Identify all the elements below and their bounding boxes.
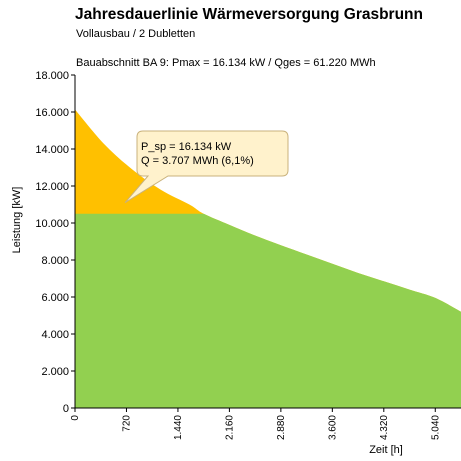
annotation-line-peak: P_sp = 16.134 kW (141, 141, 232, 153)
x-tick-label: 0 (70, 415, 81, 421)
y-tick-label: 16.000 (35, 107, 69, 119)
y-axis-label: Leistung [kW] (11, 187, 23, 254)
y-tick-label: 18.000 (35, 70, 69, 82)
x-tick-label: 4.320 (379, 415, 390, 440)
y-tick-label: 14.000 (35, 144, 69, 156)
x-tick-label: 720 (121, 415, 132, 432)
x-axis-ticks: 0 720 1.440 2.160 2.880 3.600 4.320 5.040 (70, 408, 441, 440)
annotation-line-energy: Q = 3.707 MWh (6,1%) (141, 155, 254, 167)
x-tick-label: 3.600 (327, 415, 338, 440)
base-load-area (75, 213, 461, 408)
x-tick-label: 2.880 (276, 415, 287, 440)
x-tick-label: 5.040 (430, 415, 441, 440)
chart-subtitle: Vollausbau / 2 Dubletten (76, 28, 196, 40)
x-axis-label: Zeit [h] (369, 444, 403, 456)
y-tick-label: 4.000 (41, 329, 69, 341)
x-tick-label: 1.440 (173, 415, 184, 440)
chart-title: Jahresdauerlinie Wärmeversorgung Grasbru… (75, 6, 423, 23)
y-tick-label: 0 (63, 403, 69, 415)
annotation-callout: P_sp = 16.134 kW Q = 3.707 MWh (6,1%) (124, 130, 289, 204)
y-tick-label: 8.000 (41, 255, 69, 267)
y-tick-label: 10.000 (35, 218, 69, 230)
annotation-bubble (124, 130, 289, 204)
y-tick-label: 12.000 (35, 181, 69, 193)
y-tick-label: 2.000 (41, 366, 69, 378)
y-axis-ticks: 0 2.000 4.000 6.000 8.000 10.000 12.000 14.000 1… (35, 70, 75, 415)
x-tick-label: 2.160 (224, 415, 235, 440)
chart-caption: Bauabschnitt BA 9: Pmax = 16.134 kW / Qg… (76, 57, 376, 69)
y-tick-label: 6.000 (41, 292, 69, 304)
